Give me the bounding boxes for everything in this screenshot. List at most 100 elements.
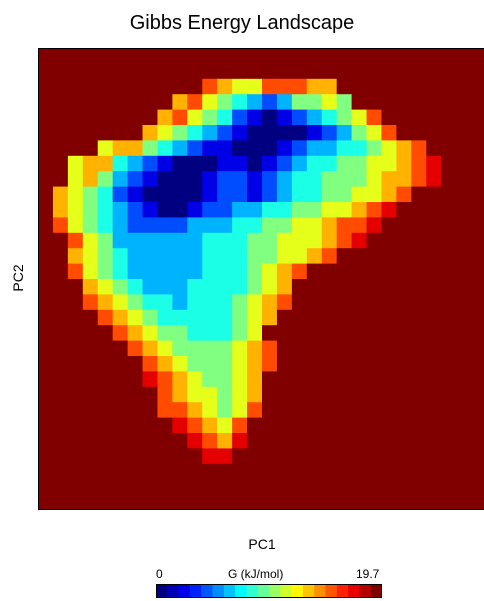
heatmap-cell [187,248,203,265]
heatmap-cell [82,433,99,449]
heatmap-cell [112,155,129,172]
heatmap-cell [291,186,308,203]
heatmap-cell [247,186,263,203]
heatmap-cell [172,171,188,188]
heatmap-cell [381,479,397,496]
heatmap-cell [247,494,263,510]
heatmap-cell [127,263,144,280]
heatmap-cell [112,171,129,188]
heatmap-cell [38,325,54,342]
heatmap-cell [217,263,233,280]
heatmap-cell [351,433,368,449]
heatmap-cell [291,417,308,434]
x-axis-label: PC1 [248,536,276,552]
heatmap-cell [247,263,263,280]
heatmap-cell [262,294,278,311]
heatmap-cell [217,417,233,434]
heatmap-cell [306,109,323,126]
heatmap-cell [172,417,188,434]
heatmap-cell [411,325,427,342]
heatmap-cell [217,479,233,496]
heatmap-cell [202,217,218,234]
heatmap-cell [411,402,427,419]
heatmap-cell [38,356,54,372]
colorbar-swatch [336,584,349,598]
heatmap-cell [381,356,397,372]
heatmap-cell [82,202,99,218]
heatmap-cell [336,263,353,280]
heatmap-cell [112,494,129,510]
heatmap-cell [396,48,412,64]
heatmap-cell [366,125,383,141]
heatmap-cell [426,155,442,172]
heatmap-cell [351,140,368,157]
heatmap-cell [471,356,484,372]
heatmap-cell [232,63,248,80]
heatmap-cell [321,340,338,357]
heatmap-cell [366,186,383,203]
heatmap-cell [396,263,412,280]
heatmap-cell [97,463,114,480]
heatmap-cell [441,371,457,388]
heatmap-cell [97,140,114,157]
heatmap-cell [97,48,114,64]
heatmap-cell [276,479,293,496]
heatmap-cell [366,325,383,342]
heatmap-cell [336,171,353,188]
heatmap-cell [381,171,397,188]
heatmap-cell [441,309,457,326]
heatmap-cell [351,217,368,234]
heatmap-cell [157,479,173,496]
heatmap-cell [157,433,173,449]
heatmap-cell [52,125,69,141]
heatmap-cell [276,217,293,234]
heatmap-cell [336,294,353,311]
heatmap-cell [112,402,129,419]
heatmap-cell [97,294,114,311]
colorbar-swatch [269,584,281,598]
heatmap-cell [351,386,368,403]
heatmap-cell [441,171,457,188]
heatmap-cell [336,325,353,342]
heatmap-cell [276,325,293,342]
heatmap-cell [127,94,144,111]
heatmap-cell [396,386,412,403]
heatmap-cell [381,279,397,295]
heatmap-cell [67,417,84,434]
heatmap-cell [471,463,484,480]
heatmap-cell [52,448,69,465]
heatmap-cell [187,479,203,496]
heatmap-cell [426,340,442,357]
heatmap-cell [411,171,427,188]
heatmap-cell [112,371,129,388]
heatmap-cell [276,356,293,372]
heatmap-cell [52,433,69,449]
heatmap-cell [411,63,427,80]
heatmap-cell [471,202,484,218]
heatmap-cell [38,109,54,126]
heatmap-cell [441,433,457,449]
heatmap-cell [426,248,442,265]
heatmap-cell [381,202,397,218]
heatmap-cell [172,217,188,234]
heatmap-cell [396,140,412,157]
heatmap-cell [262,217,278,234]
heatmap-cell [351,479,368,496]
heatmap-cell [82,417,99,434]
heatmap-cell [276,294,293,311]
heatmap-cell [38,448,54,465]
heatmap-cell [82,155,99,172]
heatmap-cell [336,63,353,80]
heatmap-cell [232,186,248,203]
heatmap-cell [411,479,427,496]
heatmap-cell [262,94,278,111]
heatmap-cell [441,263,457,280]
heatmap-cell [381,402,397,419]
heatmap-cell [52,356,69,372]
heatmap-cell [142,448,159,465]
heatmap-cell [262,109,278,126]
heatmap-cell [157,263,173,280]
heatmap-cell [321,48,338,64]
heatmap-cell [97,479,114,496]
heatmap-cell [262,140,278,157]
